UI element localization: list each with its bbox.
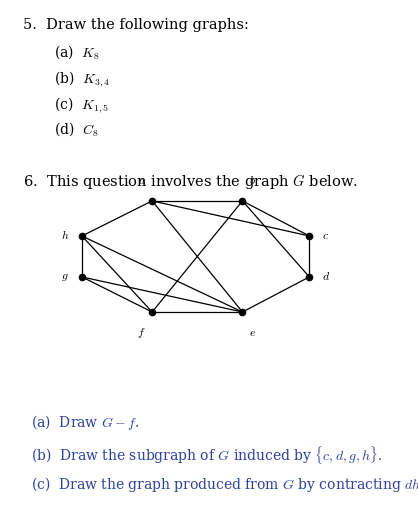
Text: $\mathit{b}$: $\mathit{b}$ <box>250 174 256 187</box>
Text: (b)  $K_{3,4}$: (b) $K_{3,4}$ <box>54 69 110 89</box>
Text: $\mathit{d}$: $\mathit{d}$ <box>322 270 330 283</box>
Text: $\mathit{e}$: $\mathit{e}$ <box>250 326 256 339</box>
Text: 5.  Draw the following graphs:: 5. Draw the following graphs: <box>23 18 249 32</box>
Text: $\mathit{f}$: $\mathit{f}$ <box>138 326 146 340</box>
Text: (c)  Draw the graph produced from $G$ by contracting $dh$.: (c) Draw the graph produced from $G$ by … <box>31 475 418 494</box>
Text: (b)  Draw the subgraph of $G$ induced by $\{c, d, g, h\}$.: (b) Draw the subgraph of $G$ induced by … <box>31 444 383 466</box>
Text: (a)  $K_8$: (a) $K_8$ <box>54 44 100 62</box>
Text: $\mathit{c}$: $\mathit{c}$ <box>322 229 330 243</box>
Text: $\mathit{a}$: $\mathit{a}$ <box>138 174 146 187</box>
Text: (a)  Draw $G - f$.: (a) Draw $G - f$. <box>31 413 140 432</box>
Text: $\mathit{g}$: $\mathit{g}$ <box>61 270 69 283</box>
Text: 6.  This question involves the graph $G$ below.: 6. This question involves the graph $G$ … <box>23 172 358 191</box>
Text: (d)  $C_8$: (d) $C_8$ <box>54 121 99 139</box>
Text: (c)  $K_{1,5}$: (c) $K_{1,5}$ <box>54 95 109 115</box>
Text: $\mathit{h}$: $\mathit{h}$ <box>61 229 69 243</box>
